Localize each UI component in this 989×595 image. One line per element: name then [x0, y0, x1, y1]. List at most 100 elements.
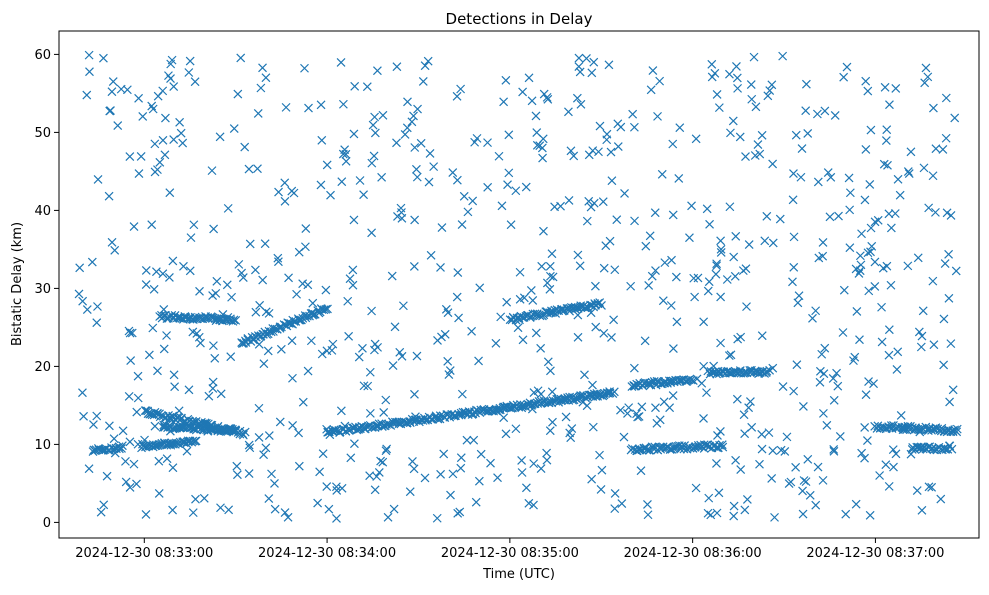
- noise-point: [714, 488, 724, 498]
- noise-point: [258, 63, 267, 73]
- noise-point: [452, 91, 462, 101]
- noise-point: [528, 296, 538, 305]
- noise-point: [584, 196, 594, 206]
- noise-point: [250, 265, 260, 275]
- noise-point: [377, 172, 387, 182]
- noise-point: [865, 180, 875, 189]
- noise-point: [582, 216, 592, 226]
- noise-point: [162, 454, 172, 464]
- noise-point: [148, 104, 158, 114]
- noise-point: [542, 448, 552, 458]
- chart-title: Detections in Delay: [446, 10, 593, 28]
- noise-point: [789, 386, 799, 396]
- noise-point: [518, 335, 528, 345]
- noise-point: [298, 279, 308, 289]
- noise-point: [341, 149, 351, 159]
- noise-point: [566, 146, 576, 156]
- noise-point: [904, 169, 914, 178]
- noise-point: [264, 494, 274, 503]
- noise-point: [270, 478, 279, 488]
- noise-point: [420, 61, 430, 71]
- noise-point: [506, 220, 516, 230]
- noise-point: [281, 102, 291, 112]
- track-point: [952, 424, 962, 434]
- track-point: [652, 376, 662, 386]
- noise-point: [267, 469, 276, 479]
- noise-point: [875, 471, 885, 480]
- noise-point: [150, 139, 160, 149]
- noise-point: [789, 169, 798, 179]
- noise-point: [258, 275, 268, 285]
- track-point: [718, 442, 728, 452]
- noise-point: [471, 497, 481, 507]
- noise-point: [337, 483, 347, 493]
- noise-point: [147, 220, 157, 230]
- noise-point: [778, 51, 788, 61]
- noise-point: [879, 159, 889, 169]
- noise-point: [536, 464, 546, 474]
- noise-point: [383, 512, 393, 522]
- noise-point: [767, 473, 777, 483]
- noise-point: [238, 339, 247, 349]
- noise-point: [948, 385, 958, 395]
- noise-point: [855, 335, 864, 345]
- noise-point: [927, 482, 937, 492]
- noise-point: [196, 338, 205, 348]
- noise-point: [409, 262, 419, 271]
- noise-point: [747, 94, 757, 104]
- noise-point: [791, 130, 801, 140]
- noise-point: [729, 501, 739, 511]
- noise-point: [190, 424, 200, 434]
- noise-point: [951, 266, 961, 276]
- noise-point: [567, 424, 577, 433]
- noise-point: [93, 302, 102, 311]
- track-point: [642, 445, 652, 455]
- noise-point: [742, 302, 751, 312]
- track-point: [914, 425, 924, 435]
- noise-point: [337, 177, 347, 187]
- noise-point: [294, 247, 304, 257]
- noise-point: [829, 446, 839, 456]
- track-point: [330, 426, 340, 436]
- noise-point: [788, 195, 798, 205]
- noise-point: [822, 420, 832, 430]
- noise-point: [665, 403, 675, 413]
- noise-point: [805, 490, 815, 500]
- noise-point: [141, 266, 151, 275]
- noise-point: [596, 484, 606, 494]
- noise-point: [706, 510, 716, 520]
- noise-point: [880, 82, 890, 92]
- noise-point: [607, 333, 616, 342]
- noise-point: [125, 437, 135, 447]
- track-point: [886, 421, 896, 430]
- noise-point: [857, 229, 866, 239]
- noise-point: [313, 498, 323, 508]
- noise-point: [402, 123, 412, 133]
- noise-point: [716, 338, 725, 348]
- track-point: [319, 305, 329, 315]
- noise-point: [938, 145, 948, 154]
- noise-point: [590, 281, 600, 291]
- noise-point: [349, 129, 359, 139]
- noise-point: [179, 261, 188, 271]
- noise-point: [838, 328, 848, 337]
- noise-point: [280, 178, 290, 188]
- noise-point: [367, 306, 376, 316]
- noise-point: [316, 100, 326, 110]
- noise-point: [78, 296, 88, 306]
- track-point: [609, 387, 619, 397]
- noise-point: [496, 312, 506, 322]
- noise-point: [348, 265, 358, 275]
- noise-point: [75, 263, 85, 273]
- noise-point: [379, 408, 389, 417]
- noise-point: [712, 508, 722, 518]
- noise-point: [420, 473, 430, 483]
- noise-point: [854, 268, 864, 278]
- noise-point: [463, 207, 473, 217]
- noise-point: [834, 211, 843, 221]
- noise-point: [160, 150, 170, 160]
- noise-point: [912, 486, 922, 495]
- noise-point: [616, 405, 625, 415]
- noise-point: [456, 453, 466, 463]
